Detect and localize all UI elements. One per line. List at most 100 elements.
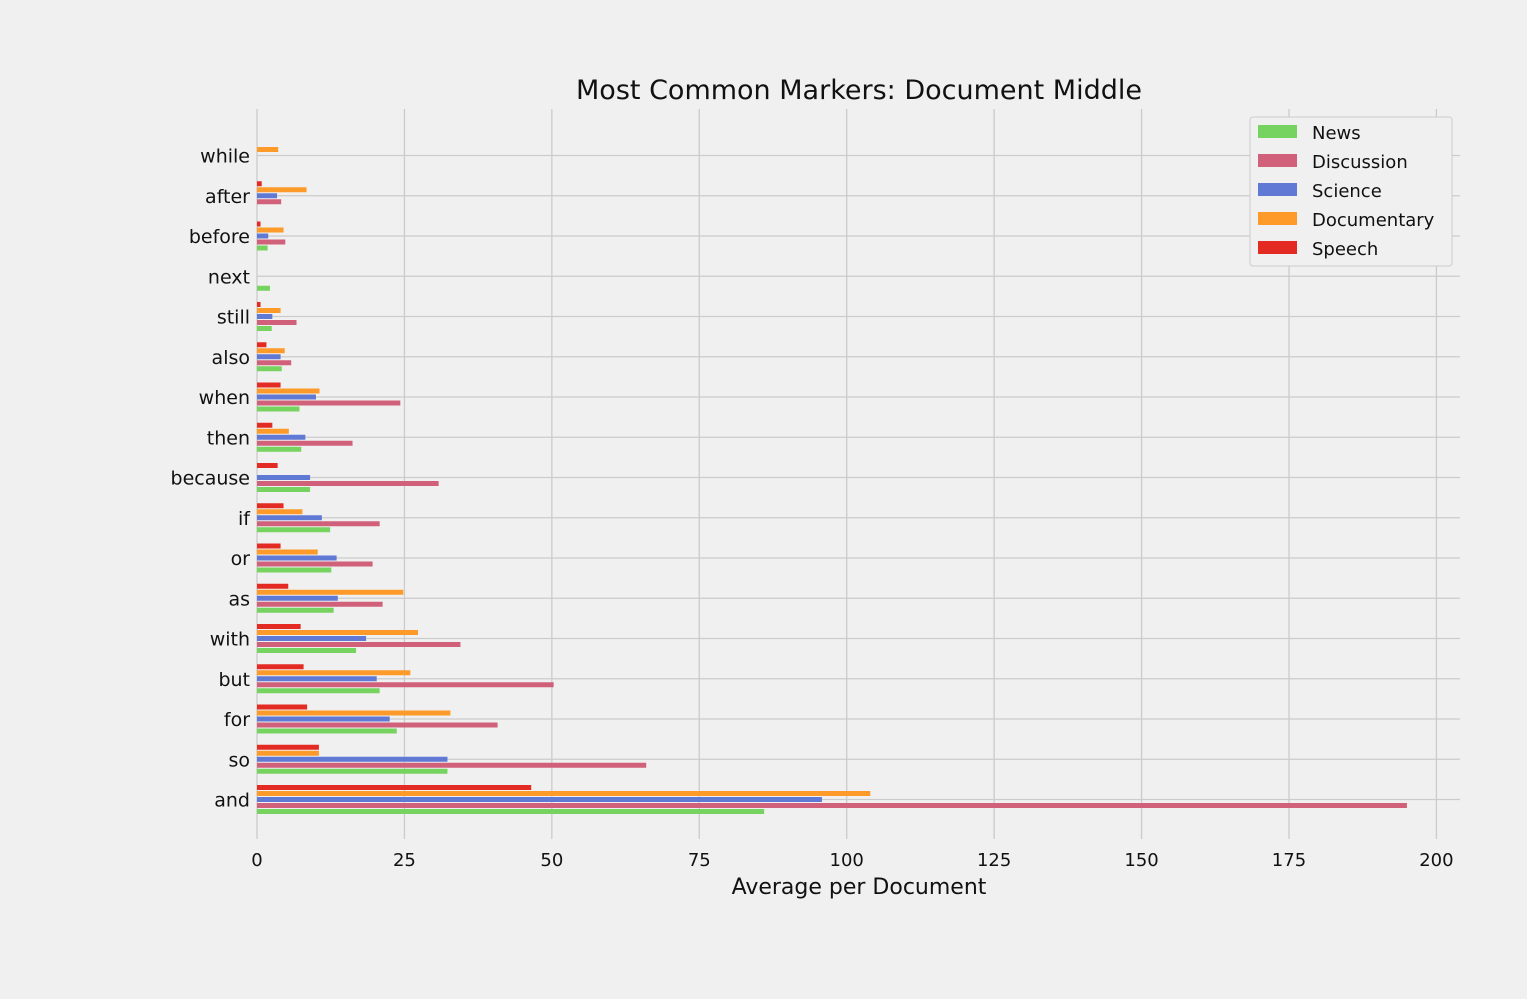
bar-documentary-so (257, 750, 319, 756)
bar-speech-when (257, 382, 281, 388)
y-category-label: still (217, 307, 250, 329)
bar-news-still (257, 326, 272, 331)
y-category-label: as (228, 588, 250, 610)
bar-documentary-with (257, 630, 418, 635)
x-tick-label: 50 (540, 850, 563, 871)
bar-speech-if (257, 503, 284, 509)
x-tick-label: 150 (1124, 850, 1158, 871)
y-category-label: with (210, 629, 250, 651)
bar-science-but (257, 676, 377, 682)
bar-documentary-while (257, 147, 279, 152)
bar-discussion-because (257, 481, 439, 486)
y-category-label: so (228, 749, 250, 771)
bar-speech-because (257, 463, 278, 468)
bar-documentary-as (257, 589, 404, 595)
bar-discussion-after (257, 199, 282, 205)
bar-news-for (257, 728, 397, 734)
bar-documentary-also (257, 348, 285, 354)
bar-documentary-but (257, 670, 411, 676)
bar-speech-after (257, 181, 262, 187)
y-category-label: before (189, 226, 250, 248)
bar-discussion-or (257, 561, 373, 567)
bar-science-so (257, 756, 448, 762)
bar-science-after (257, 193, 278, 199)
bar-documentary-if (257, 509, 303, 515)
bar-discussion-when (257, 400, 401, 406)
bar-discussion-and (257, 803, 1407, 808)
bar-documentary-before (257, 227, 284, 233)
bar-speech-before (257, 221, 261, 227)
x-tick-label: 100 (830, 850, 864, 871)
bar-news-then (257, 446, 302, 452)
x-tick-label: 200 (1419, 850, 1453, 871)
y-category-label: and (214, 790, 250, 812)
bar-discussion-if (257, 521, 380, 527)
grid (256, 109, 1460, 839)
chart-title: Most Common Markers: Document Middle (576, 75, 1142, 106)
y-category-label: while (200, 146, 250, 168)
legend-label-science: Science (1312, 181, 1382, 202)
legend-label-news: News (1312, 123, 1361, 144)
bar-news-when (257, 406, 300, 412)
legend-swatch-discussion (1258, 154, 1297, 167)
bar-discussion-also (257, 360, 292, 366)
bar-documentary-and (257, 791, 871, 796)
y-category-label: or (231, 548, 251, 570)
bar-science-and (257, 797, 822, 802)
x-tick-label: 175 (1272, 850, 1306, 871)
bar-news-if (257, 527, 331, 533)
bar-documentary-after (257, 187, 307, 193)
x-tick-label: 25 (393, 850, 416, 871)
bar-science-also (257, 354, 281, 360)
y-category-label: next (208, 266, 250, 288)
x-axis-ticks: 0 25 50 75 100 125 150 175 200 (251, 850, 1453, 871)
bar-news-so (257, 768, 448, 774)
bar-speech-and (257, 785, 532, 790)
bar-documentary-when (257, 388, 320, 394)
bar-discussion-as (257, 601, 383, 607)
y-category-label: after (205, 186, 250, 208)
x-tick-label: 125 (977, 850, 1011, 871)
bar-news-or (257, 567, 332, 573)
bar-documentary-still (257, 308, 281, 313)
y-category-label: because (171, 468, 250, 490)
bar-news-before (257, 245, 268, 251)
bar-news-and (257, 809, 765, 814)
legend-swatch-news (1258, 125, 1297, 138)
x-axis-label: Average per Document (732, 875, 987, 900)
legend-label-documentary: Documentary (1312, 210, 1435, 231)
bar-discussion-still (257, 320, 297, 325)
bar-documentary-or (257, 549, 318, 555)
legend-box (1249, 116, 1453, 267)
legend: News Discussion Science Documentary Speech (1249, 116, 1453, 267)
bar-documentary-then (257, 428, 289, 434)
bar-discussion-then (257, 440, 353, 446)
bar-speech-still (257, 302, 261, 307)
bar-news-also (257, 366, 282, 372)
bar-science-as (257, 595, 338, 601)
y-category-label: if (238, 508, 251, 530)
bar-science-or (257, 555, 337, 561)
y-category-label: when (199, 387, 250, 409)
y-category-label: but (218, 669, 250, 691)
bar-speech-with (257, 624, 301, 629)
bar-news-as (257, 607, 334, 613)
bar-news-next (257, 285, 270, 291)
y-category-label: then (207, 427, 250, 449)
bar-science-if (257, 515, 322, 521)
bar-news-because (257, 487, 311, 492)
bar-science-before (257, 233, 269, 239)
bar-science-still (257, 314, 273, 319)
bar-speech-as (257, 583, 289, 589)
bar-science-then (257, 434, 306, 440)
legend-swatch-documentary (1258, 212, 1297, 225)
bar-speech-for (257, 704, 308, 710)
x-tick-label: 0 (251, 850, 262, 871)
x-tick-label: 75 (688, 850, 711, 871)
bar-science-with (257, 636, 367, 641)
bar-science-for (257, 716, 390, 722)
bar-discussion-but (257, 682, 554, 688)
bar-speech-then (257, 422, 273, 428)
legend-label-speech: Speech (1312, 239, 1378, 260)
